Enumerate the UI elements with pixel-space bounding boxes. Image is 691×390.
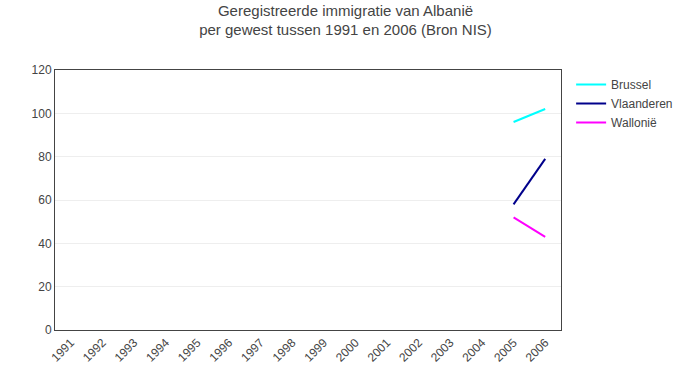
svg-text:2000: 2000	[333, 336, 362, 365]
svg-text:80: 80	[38, 150, 52, 164]
svg-text:1996: 1996	[207, 336, 236, 365]
svg-text:20: 20	[38, 280, 52, 294]
svg-text:Geregistreerde immigratie van: Geregistreerde immigratie van Albaniëper…	[199, 2, 492, 39]
svg-text:1991: 1991	[48, 336, 77, 365]
svg-text:40: 40	[38, 237, 52, 251]
svg-text:2006: 2006	[523, 336, 552, 365]
svg-text:0: 0	[45, 323, 52, 337]
svg-text:1998: 1998	[270, 336, 299, 365]
svg-text:Wallonië: Wallonië	[611, 116, 657, 130]
svg-text:Vlaanderen: Vlaanderen	[611, 97, 672, 111]
svg-text:60: 60	[38, 193, 52, 207]
svg-text:1999: 1999	[301, 336, 330, 365]
svg-text:1993: 1993	[112, 336, 141, 365]
svg-text:Brussel: Brussel	[611, 78, 651, 92]
svg-text:1992: 1992	[80, 336, 109, 365]
svg-text:2004: 2004	[460, 336, 489, 365]
svg-text:2002: 2002	[396, 336, 425, 365]
svg-text:120: 120	[32, 63, 52, 77]
svg-text:100: 100	[32, 107, 52, 121]
svg-text:2001: 2001	[365, 336, 394, 365]
svg-text:1997: 1997	[238, 336, 267, 365]
svg-text:1994: 1994	[143, 336, 172, 365]
svg-text:2003: 2003	[428, 336, 457, 365]
svg-text:1995: 1995	[175, 336, 204, 365]
svg-text:2005: 2005	[491, 336, 520, 365]
